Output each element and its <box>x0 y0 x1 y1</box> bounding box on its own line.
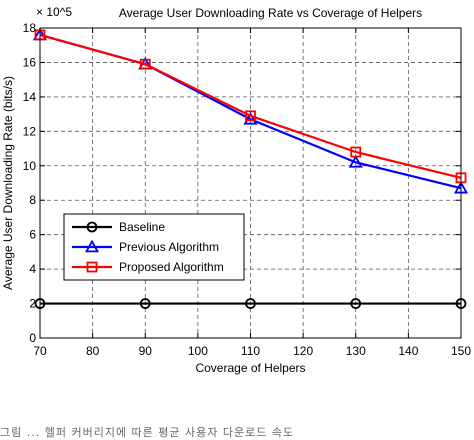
chart-title: Average User Downloading Rate vs Coverag… <box>119 6 422 20</box>
proposed-algorithm-point <box>139 58 151 70</box>
chart: 70 80 90 100 110 120 130 140 150024681012141618 … <box>1 5 472 375</box>
y-axis-label: Average User Downloading Rate (bits/s) <box>1 76 15 290</box>
y-exponent-label: × 10^5 <box>36 5 72 19</box>
x-tick-label: 80 <box>86 344 100 358</box>
x-tick-label: 140 <box>398 344 418 358</box>
legend-marker-baseline <box>86 221 98 233</box>
baseline-point <box>245 298 256 309</box>
x-tick-label: 120 <box>293 344 313 358</box>
x-tick-label: 100 <box>188 344 208 358</box>
y-tick-label: 2 <box>29 297 36 311</box>
y-tick-label: 10 <box>23 159 37 173</box>
y-tick-label: 14 <box>23 90 37 104</box>
baseline-point <box>350 298 362 309</box>
x-tick-label: 70 <box>33 344 47 358</box>
legend-label-baseline: Baseline <box>119 220 165 234</box>
y-tick-label: 18 <box>23 21 37 35</box>
previous-algorithm-point <box>243 111 258 125</box>
legend-marker-proposed-algorithm <box>86 261 98 273</box>
proposed-algorithm-point <box>350 146 362 158</box>
y-tick-label: 0 <box>29 331 36 345</box>
y-tick-label: 8 <box>29 193 36 207</box>
x-tick-label: 150 <box>451 344 471 358</box>
legend: Baseline Previous Algorithm Proposed Algor… <box>63 213 245 281</box>
ticks: 70 80 90 100 110 120 130 140 150 0 2 4 6 8 10 12 14 16 18 <box>23 21 472 358</box>
figure-caption: 그림 ... 헬퍼 커버리지에 따른 평균 사용자 다운로드 속도 <box>0 426 295 439</box>
y-tick-label: 4 <box>29 262 36 276</box>
y-tick-label: 16 <box>23 55 37 69</box>
y-tick-label: 12 <box>23 124 37 138</box>
proposed-algorithm-point <box>245 110 256 122</box>
proposed-algorithm-line <box>39 33 462 179</box>
legend-marker-previous-algorithm <box>84 239 100 253</box>
baseline-point <box>139 298 151 309</box>
grid <box>40 28 461 338</box>
legend-label-previous-algorithm: Previous Algorithm <box>119 240 219 254</box>
y-tick-label: 6 <box>29 228 36 242</box>
x-tick-label: 90 <box>139 344 153 358</box>
previous-algorithm-point <box>348 154 363 168</box>
x-tick-label: 110 <box>241 344 260 358</box>
x-axis-label: Coverage of Helpers <box>195 361 305 375</box>
x-tick-label: 130 <box>346 344 366 358</box>
legend-label-proposed-algorithm: Proposed Algorithm <box>119 260 224 274</box>
